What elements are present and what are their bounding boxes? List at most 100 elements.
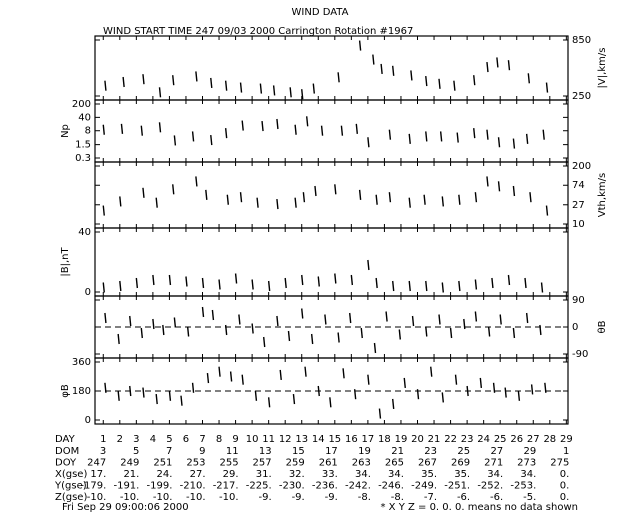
table-cell: -246. [378, 481, 404, 492]
data-point [391, 280, 395, 292]
data-point [539, 324, 542, 336]
y-tick-label: 40 [78, 227, 91, 238]
table-cell: 5 [133, 446, 139, 457]
data-point [251, 323, 254, 334]
data-point [391, 398, 395, 409]
y-tick-label: 0 [85, 415, 91, 426]
table-cell: -249. [411, 481, 437, 492]
data-point [254, 390, 258, 401]
table-cell: -7. [424, 492, 437, 503]
data-point [239, 82, 243, 93]
data-point [378, 408, 382, 419]
data-point [158, 122, 162, 133]
data-point [403, 377, 406, 389]
table-cell: 23 [424, 446, 437, 457]
data-point [229, 371, 233, 382]
x-tick-label: 3 [133, 434, 139, 445]
data-point [527, 73, 531, 84]
y-tick-label: 0 [572, 322, 578, 333]
data-point [324, 314, 327, 325]
data-point [486, 176, 489, 187]
data-point [234, 273, 238, 284]
data-point [479, 377, 483, 389]
y-tick-label: 360 [72, 357, 91, 368]
data-point [524, 277, 527, 289]
data-point [180, 395, 183, 406]
data-point [458, 194, 461, 205]
y-axis-label: θB [597, 320, 608, 333]
data-point [425, 280, 428, 292]
x-tick-label: 17 [362, 434, 375, 445]
x-tick-label: 27 [527, 434, 540, 445]
table-cell: 15 [292, 446, 305, 457]
data-point [348, 312, 352, 324]
title: WIND DATA [292, 7, 349, 18]
data-point [512, 138, 516, 149]
y-tick-label: 74 [572, 180, 585, 191]
data-point [289, 87, 292, 98]
table-cell: -5. [523, 492, 536, 503]
table-cell: -8. [358, 492, 371, 503]
data-point [529, 192, 532, 203]
data-point [119, 196, 122, 207]
data-point [241, 120, 244, 131]
table-cell: -230. [279, 481, 305, 492]
table-cell: -8. [391, 492, 404, 503]
data-point [142, 187, 145, 198]
table-cell: -10. [120, 492, 140, 503]
y-tick-label: 850 [572, 35, 591, 46]
data-point [294, 197, 297, 208]
data-point [425, 75, 428, 87]
table-cell: -210. [180, 481, 206, 492]
data-point [158, 87, 162, 98]
x-tick-label: 28 [543, 434, 556, 445]
data-point [201, 306, 205, 318]
table-cell: 261 [319, 458, 338, 469]
data-point [162, 324, 165, 336]
data-point [210, 134, 213, 146]
table-cell: 0. [560, 492, 570, 503]
data-point [140, 327, 144, 339]
data-point [172, 75, 175, 86]
data-point [142, 74, 145, 85]
y-axis-label: |B|,nT [60, 247, 71, 277]
x-tick-label: 14 [312, 434, 325, 445]
table-cell: 17. [90, 469, 106, 480]
data-point [530, 384, 534, 395]
data-point [334, 184, 337, 195]
data-point [375, 194, 378, 205]
table-cell: 21 [391, 446, 404, 457]
y-axis-label: φB [60, 384, 71, 398]
data-point [425, 131, 428, 142]
data-point [486, 129, 489, 140]
x-tick-label: 2 [117, 434, 123, 445]
row-label: DOY [55, 458, 77, 469]
data-point [512, 185, 516, 197]
x-tick-label: 29 [560, 434, 573, 445]
data-point [102, 124, 105, 135]
x-tick-label: 16 [345, 434, 358, 445]
x-tick-label: 21 [428, 434, 441, 445]
table-cell: 31. [256, 469, 272, 480]
data-point [206, 373, 210, 384]
data-point [251, 279, 254, 290]
table-cell: 0. [560, 469, 570, 480]
data-point [135, 277, 139, 289]
data-point [172, 184, 175, 195]
data-point [473, 75, 476, 86]
y-tick-label: 180 [72, 386, 91, 397]
row-label: Z(gse) [55, 492, 87, 503]
data-point [473, 128, 476, 139]
x-tick-label: 20 [411, 434, 424, 445]
data-point [261, 121, 264, 132]
data-point [117, 390, 120, 401]
data-point [267, 397, 271, 408]
y-tick-label: 250 [572, 91, 591, 102]
data-point [512, 327, 516, 339]
data-point [388, 192, 392, 203]
x-tick-label: 6 [183, 434, 189, 445]
table-cell: 271 [484, 458, 503, 469]
table-cell: 25 [457, 446, 470, 457]
table-cell: -199. [147, 481, 173, 492]
data-point [525, 312, 529, 324]
